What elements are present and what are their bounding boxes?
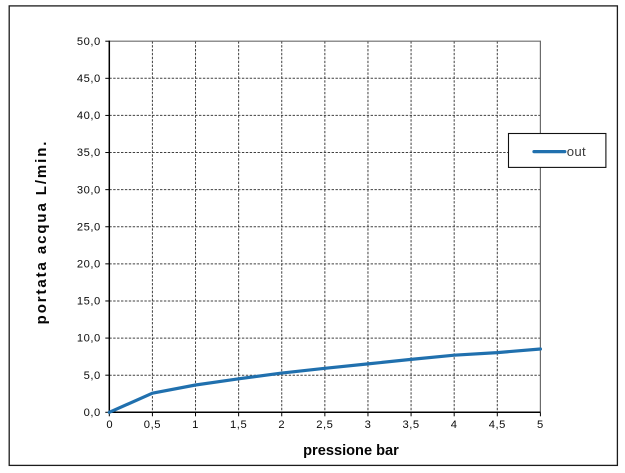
svg-text:40,0: 40,0 (77, 110, 101, 122)
svg-text:25,0: 25,0 (77, 221, 101, 233)
svg-text:2,5: 2,5 (316, 419, 333, 431)
svg-text:50,0: 50,0 (77, 36, 101, 48)
svg-text:4: 4 (451, 419, 458, 431)
svg-text:30,0: 30,0 (77, 184, 101, 196)
svg-text:4,5: 4,5 (489, 419, 506, 431)
svg-text:5: 5 (537, 419, 544, 431)
svg-text:portata acqua L/min.: portata acqua L/min. (33, 140, 50, 325)
svg-text:0,5: 0,5 (144, 419, 161, 431)
svg-text:3,5: 3,5 (402, 419, 419, 431)
svg-text:35,0: 35,0 (77, 147, 101, 159)
svg-text:0: 0 (106, 419, 113, 431)
svg-text:5,0: 5,0 (84, 370, 101, 382)
svg-text:out: out (567, 144, 586, 159)
svg-text:pressione bar: pressione bar (303, 443, 399, 459)
svg-text:3: 3 (365, 419, 372, 431)
svg-text:1,5: 1,5 (230, 419, 247, 431)
svg-text:2: 2 (278, 419, 285, 431)
svg-text:1: 1 (192, 419, 199, 431)
svg-text:0,0: 0,0 (84, 407, 101, 419)
svg-text:45,0: 45,0 (77, 73, 101, 85)
svg-text:10,0: 10,0 (77, 333, 101, 345)
svg-text:15,0: 15,0 (77, 296, 101, 308)
svg-text:20,0: 20,0 (77, 259, 101, 271)
